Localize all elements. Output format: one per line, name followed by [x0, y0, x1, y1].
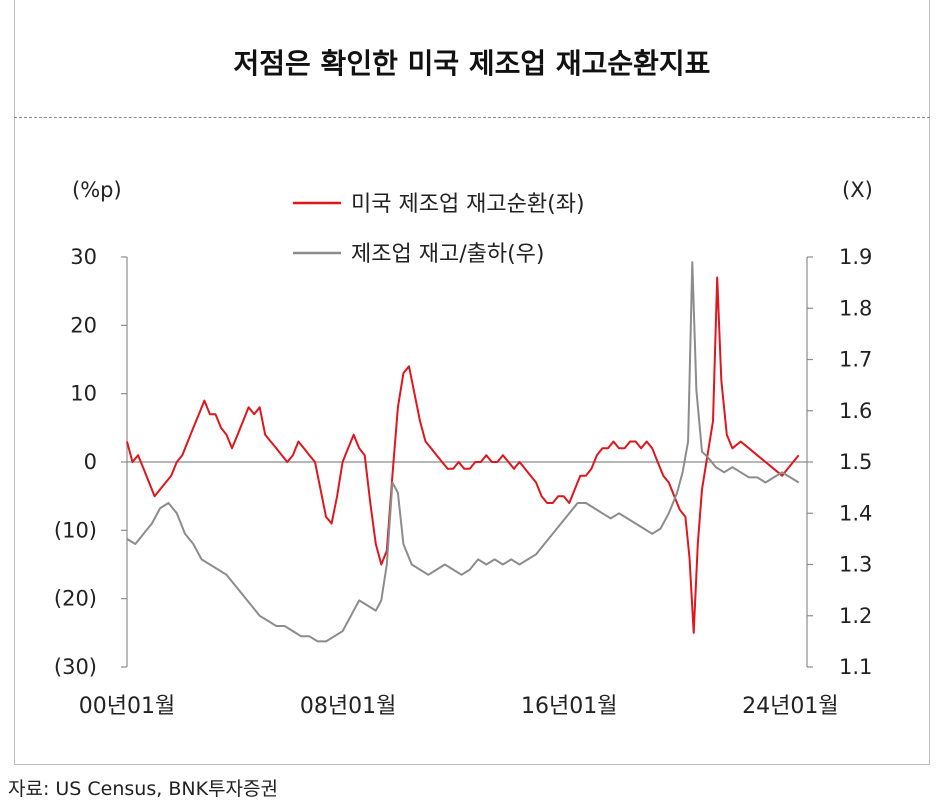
series-lines	[126, 261, 800, 643]
series-line-inventory-shipments	[126, 261, 800, 643]
x-axis-tick-label: 24년01월	[742, 694, 838, 719]
right-axis-tick-label: 1.9	[839, 245, 872, 269]
legend: 미국 제조업 재고순환(좌) 제조업 재고/출하(우)	[293, 192, 585, 267]
left-axis-tick-label: 20	[70, 313, 97, 337]
chart-frame	[14, 0, 930, 765]
right-axis-tick-label: 1.7	[839, 348, 872, 372]
left-axis-tick-label: (30)	[54, 655, 97, 679]
legend-label: 미국 제조업 재고순환(좌)	[351, 192, 585, 217]
left-axis-tick-label: 30	[70, 245, 97, 269]
x-axis-tick-label: 08년01월	[300, 694, 396, 719]
title-divider	[14, 117, 930, 118]
right-axis-tick-label: 1.3	[839, 553, 872, 577]
left-axis-tick-label: 0	[84, 450, 97, 474]
left-axis-tick-label: (20)	[54, 587, 97, 611]
left-axis-tick-label: 10	[70, 382, 97, 406]
left-axis-unit: (%p)	[72, 178, 122, 202]
right-axis-tick-label: 1.6	[839, 399, 872, 423]
axes: 30 20 10 0 (10) (20) (30) 1.9 1.8 1.7 1.6 1.5 1.4 1.3…	[54, 245, 873, 719]
chart-title: 저점은 확인한 미국 제조업 재고순환지표	[233, 47, 711, 80]
legend-label: 제조업 재고/출하(우)	[351, 242, 545, 267]
x-axis-tick-label: 16년01월	[521, 694, 617, 719]
left-axis-tick-label: (10)	[54, 518, 97, 542]
right-axis-tick-label: 1.2	[839, 604, 872, 628]
x-axis-tick-label: 00년01월	[79, 694, 175, 719]
right-axis-unit: (X)	[842, 178, 873, 202]
right-axis-tick-label: 1.5	[839, 450, 872, 474]
right-axis-tick-label: 1.4	[839, 501, 872, 525]
right-axis-tick-label: 1.1	[839, 655, 872, 679]
series-line-inventory-cycle	[126, 276, 800, 634]
right-axis-tick-label: 1.8	[839, 296, 872, 320]
source-note: 자료: US Census, BNK투자증권	[8, 778, 278, 800]
